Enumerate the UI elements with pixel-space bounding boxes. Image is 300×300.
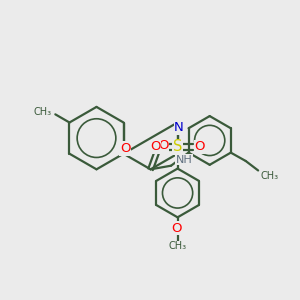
Text: CH₃: CH₃: [34, 107, 52, 117]
Text: O: O: [172, 222, 182, 235]
Text: CH₃: CH₃: [260, 170, 279, 181]
Text: NH: NH: [176, 155, 192, 165]
Text: CH₃: CH₃: [169, 242, 187, 251]
Text: O: O: [120, 142, 130, 155]
Text: O: O: [150, 140, 161, 153]
Text: S: S: [173, 140, 182, 154]
Text: O: O: [194, 140, 205, 153]
Text: N: N: [174, 122, 184, 134]
Text: O: O: [158, 140, 169, 152]
